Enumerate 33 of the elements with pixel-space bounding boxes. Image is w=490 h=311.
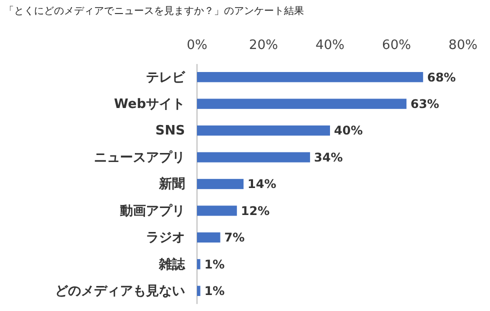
y-tick-label: どのメディアも見ない: [55, 284, 185, 300]
y-tick-label: 動画アプリ: [119, 202, 185, 219]
bar: [197, 72, 424, 82]
data-label: 63%: [410, 97, 440, 112]
x-tick-label: 0%: [186, 38, 208, 53]
y-tick-label: テレビ: [146, 70, 186, 86]
bar: [197, 98, 406, 109]
y-tick-label: ニュースアプリ: [94, 149, 185, 166]
data-label: 12%: [240, 204, 270, 218]
bar: [197, 259, 200, 270]
bar: [197, 286, 200, 296]
data-label: 14%: [248, 177, 276, 192]
data-label: 1%: [204, 257, 225, 272]
bar: [197, 206, 237, 216]
bar: [197, 178, 244, 190]
y-tick-label: Webサイト: [114, 96, 185, 112]
x-tick-label: 40%: [316, 38, 344, 53]
bar: [197, 232, 220, 243]
y-tick-label: ラジオ: [146, 230, 185, 246]
y-tick-label: 雑誌: [158, 256, 186, 272]
bar: [197, 152, 310, 162]
x-tick-label: 80%: [448, 38, 478, 53]
data-label: 7%: [224, 230, 245, 245]
chart-title: 「とくにどのメディアでニュースを見ますか？」のアンケート結果: [4, 5, 304, 17]
x-tick-label: 20%: [249, 38, 278, 53]
data-label: 68%: [427, 70, 456, 84]
x-tick-label: 60%: [382, 38, 411, 53]
data-label: 40%: [334, 124, 363, 138]
y-tick-label: SNS: [155, 124, 185, 139]
bar: [197, 125, 330, 136]
data-label: 1%: [204, 284, 225, 298]
y-tick-label: 新聞: [158, 176, 185, 192]
data-label: 34%: [314, 150, 343, 164]
